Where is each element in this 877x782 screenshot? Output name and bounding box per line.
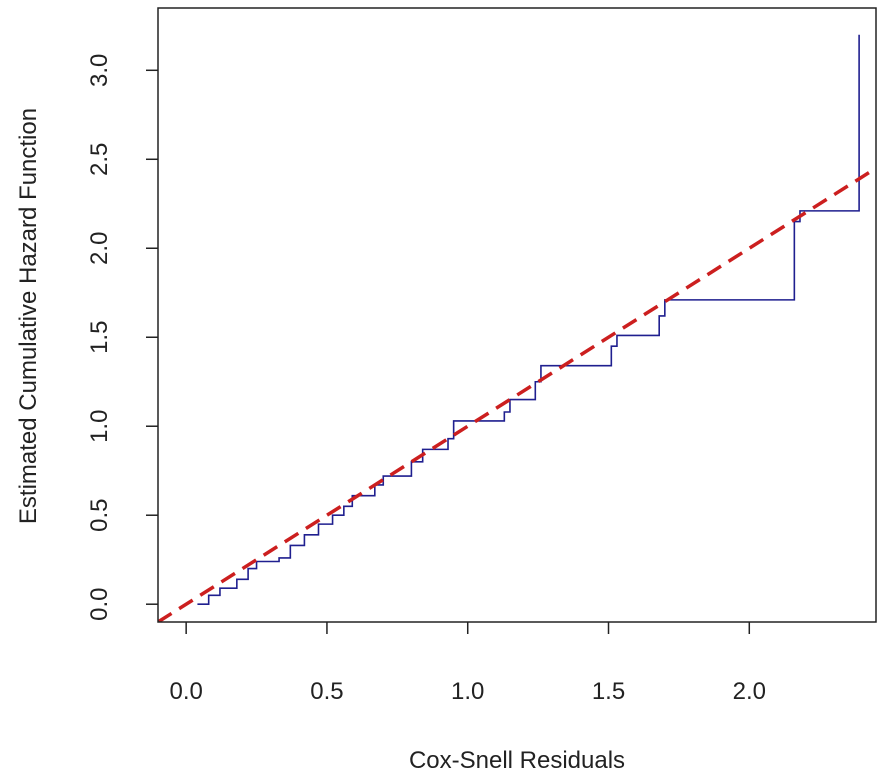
x-tick-label: 0.5 (310, 678, 343, 705)
x-tick-label: 1.0 (451, 678, 484, 705)
y-tick-label: 3.0 (86, 54, 113, 87)
y-axis: 0.0 0.5 1.0 1.5 2.0 2.5 3.0 (86, 54, 158, 621)
plot-area (158, 34, 876, 622)
y-tick-label: 0.0 (86, 588, 113, 621)
x-tick-label: 2.0 (733, 678, 766, 705)
y-tick-label: 1.5 (86, 321, 113, 354)
x-axis: 0.0 0.5 1.0 1.5 2.0 (169, 622, 766, 705)
step-hazard-line (197, 34, 860, 606)
y-tick-label: 2.0 (86, 232, 113, 265)
reference-line (158, 166, 876, 622)
x-axis-title: Cox-Snell Residuals (409, 747, 625, 774)
y-tick-label: 2.5 (86, 143, 113, 176)
x-tick-label: 1.5 (592, 678, 625, 705)
y-tick-label: 0.5 (86, 499, 113, 532)
y-tick-label: 1.0 (86, 410, 113, 443)
plot-frame (157, 7, 877, 623)
x-tick-label: 0.0 (169, 678, 202, 705)
y-axis-title: Estimated Cumulative Hazard Function (15, 108, 42, 524)
